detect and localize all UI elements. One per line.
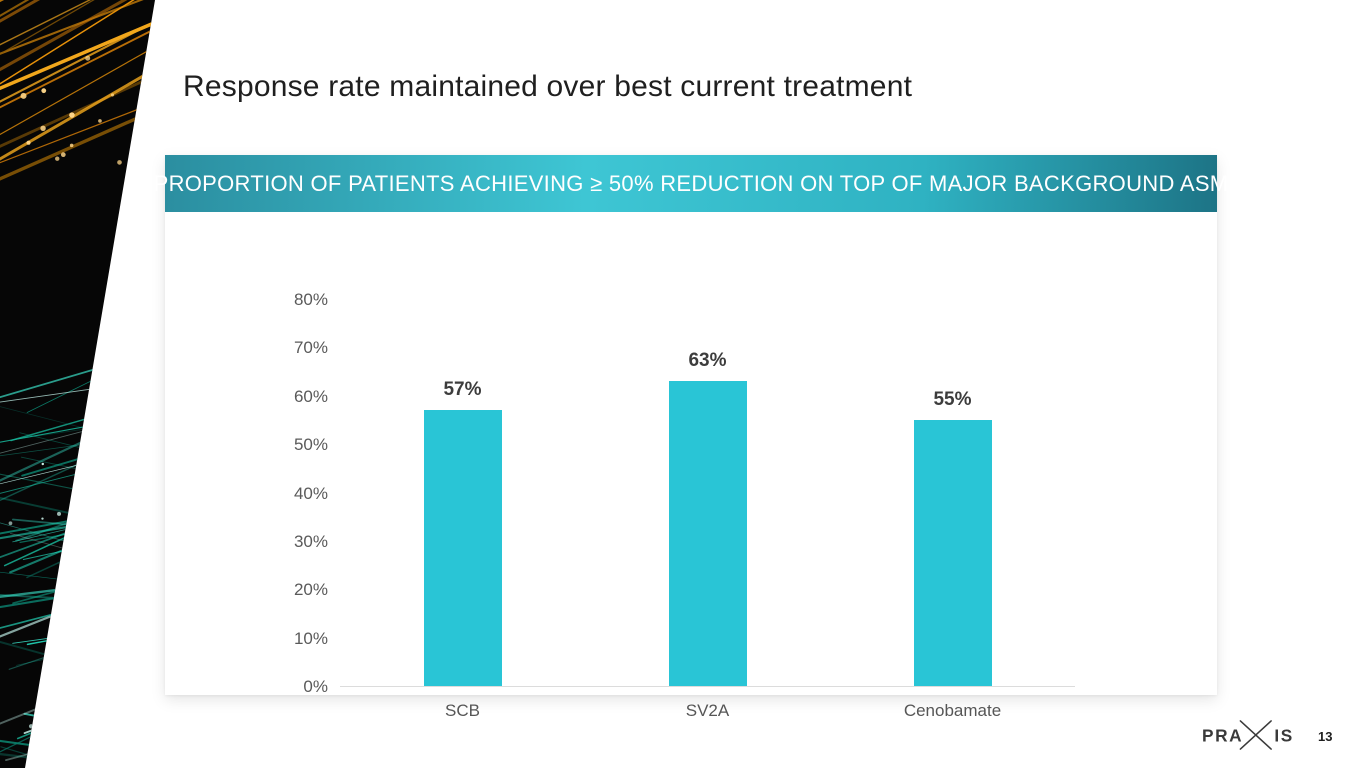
page-number: 13 bbox=[1318, 729, 1333, 744]
bar-SV2A bbox=[668, 381, 747, 686]
fiber-art-graphic bbox=[0, 0, 155, 768]
bar-SCB bbox=[423, 410, 502, 686]
category-label: SV2A bbox=[685, 701, 730, 720]
category-label: Cenobamate bbox=[903, 701, 1002, 720]
fiber-art-panel bbox=[0, 0, 155, 768]
y-tick-label: 10% bbox=[293, 628, 328, 648]
logo-text-right: IS bbox=[1274, 725, 1294, 745]
bar-chart: 0% 10% 20% 30% 40% 50% 60% 70% 80% 57% SCB 63% SV2A… bbox=[165, 212, 1217, 720]
bar-value-label: 57% bbox=[443, 379, 482, 400]
chart-card: PROPORTION OF PATIENTS ACHIEVING ≥ 50% R… bbox=[154, 155, 1228, 720]
y-tick-label: 40% bbox=[293, 483, 328, 503]
y-tick-label: 80% bbox=[293, 290, 328, 309]
logo-x-icon bbox=[1239, 720, 1272, 750]
chart-banner: PROPORTION OF PATIENTS ACHIEVING ≥ 50% R… bbox=[154, 155, 1228, 212]
y-tick-label: 50% bbox=[293, 435, 328, 455]
x-axis-line bbox=[340, 686, 1075, 687]
y-tick-label: 30% bbox=[293, 531, 328, 551]
y-tick-label: 60% bbox=[293, 386, 328, 406]
category-label: SCB bbox=[445, 701, 480, 720]
bar-Cenobamate bbox=[913, 420, 992, 686]
bar-value-label: 55% bbox=[933, 389, 972, 410]
slide-title: Response rate maintained over best curre… bbox=[183, 70, 913, 103]
y-tick-label: 20% bbox=[293, 580, 328, 600]
y-tick-label: 0% bbox=[303, 677, 328, 696]
plot-area: 57% SCB 63% SV2A 55% Cenobamate bbox=[340, 300, 1075, 720]
y-axis: 0% 10% 20% 30% 40% 50% 60% 70% 80% bbox=[165, 290, 328, 696]
praxis-logo: PRA IS bbox=[1202, 717, 1298, 753]
y-tick-label: 70% bbox=[293, 338, 328, 358]
bar-value-label: 63% bbox=[688, 350, 727, 371]
logo-text-left: PRA bbox=[1202, 725, 1243, 745]
